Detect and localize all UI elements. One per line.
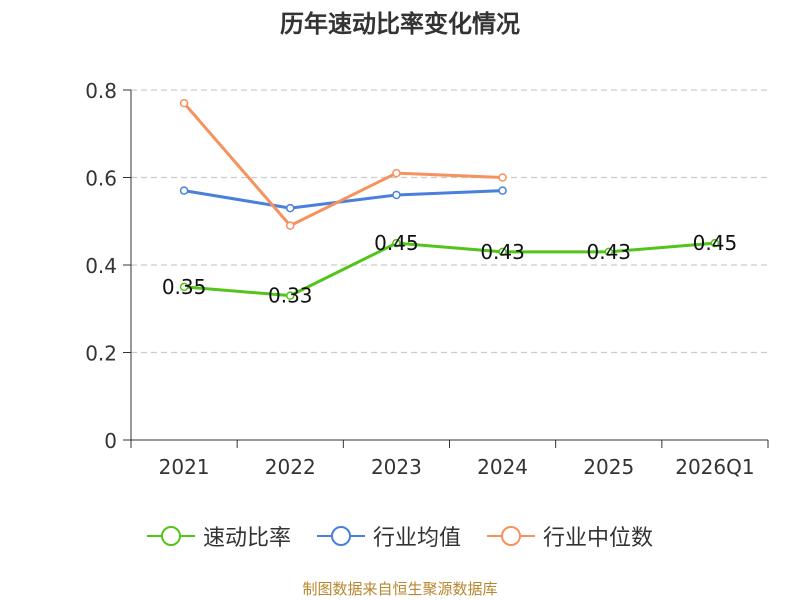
legend-item-industry-mean[interactable]: 行业均值 [316,520,461,552]
y-tick-label-0: 0 [104,429,117,453]
y-tick-label-1: 0.2 [85,342,117,366]
data-label-2021: 0.35 [162,275,207,299]
data-label-2024: 0.43 [480,240,525,264]
data-label-2022: 0.33 [268,284,313,308]
series-1-point-2024 [498,186,507,195]
series-0-point-2025 [604,247,613,257]
x-tick-label-2021: 2021 [159,455,210,479]
series-line-0 [183,241,716,298]
legend-item-industry-median[interactable]: 行业中位数 [487,520,653,552]
x-tick-label-2022: 2022 [265,455,316,479]
chart-title: 历年速动比率变化情况 [280,10,520,38]
legend-label-industry-mean: 行业均值 [372,526,461,551]
x-tick-label-2024: 2024 [477,455,528,479]
legend-label-industry-median: 行业中位数 [543,526,654,551]
y-tick-label-4: 0.8 [85,79,117,103]
series-1-point-2021 [179,186,189,195]
legend: 速动比率 行业均值 行业中位数 [0,520,800,552]
data-source-note: 制图数据来自恒生聚源数据库 [302,580,498,598]
legend-marker-quick-ratio [146,526,195,546]
series-1-point-2023 [392,190,401,200]
series-0-point-2021 [179,282,189,292]
legend-label-quick-ratio: 速动比率 [202,526,291,551]
series-1-point-2022 [286,203,295,213]
series-0-point-2022 [286,291,295,300]
x-tick-label-2025: 2025 [583,455,634,479]
y-tick-label-3: 0.6 [85,167,117,191]
x-tick-label-2023: 2023 [371,455,422,479]
series-0-point-2023 [392,238,401,248]
series-line-2 [182,102,503,228]
data-label-2025: 0.43 [586,240,631,264]
legend-item-quick-ratio[interactable]: 速动比率 [146,520,291,552]
legend-marker-industry-median [487,526,535,546]
series-2-point-2023 [392,168,401,178]
series-2-point-2021 [179,98,189,108]
series-0-point-2024 [498,247,507,257]
legend-marker-industry-mean [316,526,365,546]
x-tick-label-2026Q1: 2026Q1 [675,455,754,479]
data-label-2023: 0.45 [374,231,419,255]
series-2-point-2024 [498,173,507,182]
series-line-1 [183,189,503,210]
y-tick-label-2: 0.4 [85,254,117,278]
series-0-point-2026Q1 [710,238,720,248]
series-2-point-2022 [286,221,295,230]
data-label-2026Q1: 0.45 [693,231,738,255]
